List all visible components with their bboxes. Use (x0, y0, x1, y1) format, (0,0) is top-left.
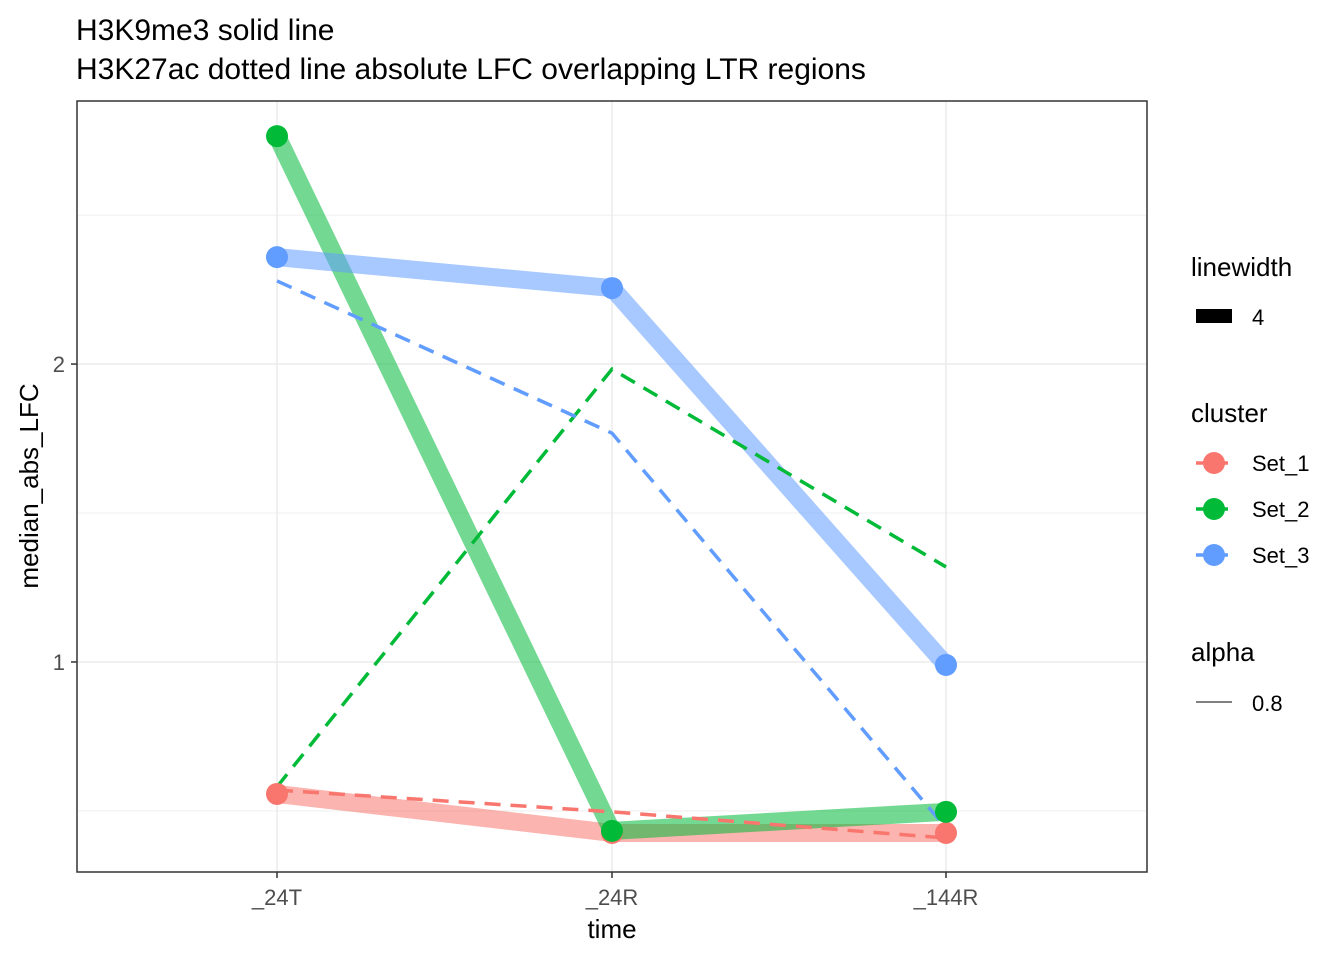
legend-label-Set_1: Set_1 (1252, 451, 1310, 476)
legend-linewidth-key (1196, 309, 1232, 323)
point-Set_2 (935, 800, 957, 823)
x-tick-label: _24R (585, 885, 639, 910)
chart-title-line-1: H3K9me3 solid line (76, 14, 334, 47)
point-Set_1 (935, 821, 957, 844)
chart-title-line-2: H3K27ac dotted line absolute LFC overlap… (76, 53, 866, 86)
point-Set_3 (935, 653, 957, 676)
x-axis: _24T _24R _144R (251, 872, 979, 910)
legend-label-Set_2: Set_2 (1252, 497, 1310, 522)
point-Set_1 (266, 782, 288, 805)
y-axis-label: median_abs_LFC (14, 383, 44, 588)
series-points (266, 125, 957, 844)
y-axis: 12 (53, 352, 77, 675)
y-tick-label: 2 (53, 352, 65, 377)
legend-key-point-Set_1 (1203, 452, 1225, 474)
point-Set_2 (266, 125, 288, 148)
dashed-line-Set_3 (276, 279, 948, 830)
grid (77, 101, 1147, 872)
point-Set_3 (601, 277, 623, 300)
point-Set_3 (266, 246, 288, 269)
legend-label-Set_3: Set_3 (1252, 543, 1310, 568)
legend-linewidth-title: linewidth (1191, 252, 1292, 282)
x-tick-label: _24T (251, 885, 302, 910)
legend-cluster-title: cluster (1191, 398, 1268, 428)
point-Set_2 (601, 819, 623, 842)
legend-key-point-Set_3 (1203, 544, 1225, 566)
legend: linewidth 4 cluster Set_1 Set_2 Set_3 alph… (1191, 252, 1310, 716)
y-tick-label: 1 (53, 650, 65, 675)
dashed-line-Set_2 (275, 366, 947, 788)
x-axis-label: time (587, 914, 636, 944)
legend-alpha-title: alpha (1191, 637, 1255, 667)
legend-key-point-Set_2 (1203, 498, 1225, 520)
x-tick-label: _144R (913, 885, 979, 910)
dashed-line-Set_1 (276, 788, 947, 840)
legend-alpha-label: 0.8 (1252, 691, 1283, 716)
legend-linewidth-label: 4 (1252, 305, 1264, 330)
